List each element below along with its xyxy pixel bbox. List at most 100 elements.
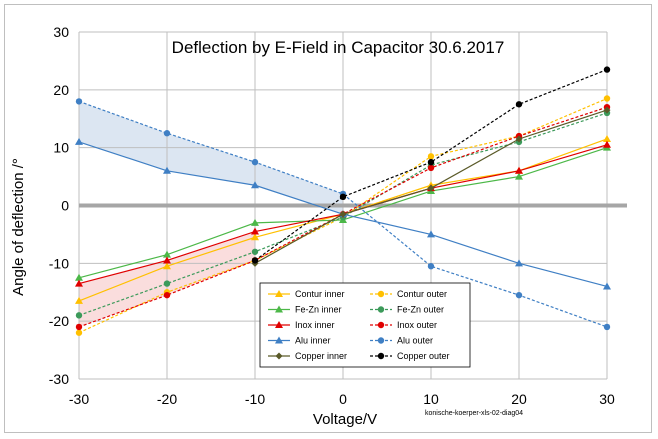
x-tick-label: -20 <box>157 391 177 407</box>
data-point-fe-zn-inner <box>75 273 83 281</box>
data-point-copper-outer <box>515 101 523 108</box>
legend-label: Contur outer <box>397 289 447 299</box>
y-tick-label: -30 <box>49 371 69 387</box>
legend-item-fe-zn-outer: Fe-Zn outer <box>370 305 444 315</box>
legend-swatch-marker <box>377 352 385 360</box>
y-tick-label: -10 <box>49 255 69 271</box>
data-point-alu-inner <box>251 181 259 189</box>
chart-title: Deflection by E-Field in Capacitor 30.6.… <box>172 38 505 57</box>
data-point-alu-outer <box>163 130 171 137</box>
series-copper-outer <box>251 66 611 264</box>
data-point-alu-outer <box>251 158 259 166</box>
deflection-chart: -30 -20 -10 0 10 20 30 30 20 10 0 -10 -20 -30 Deflect… <box>10 24 627 428</box>
data-point-copper-inner <box>515 135 523 143</box>
data-point-contur-inner <box>75 296 83 304</box>
legend-label: Contur inner <box>295 289 345 299</box>
legend-item-contur-outer: Contur outer <box>370 289 447 299</box>
data-point-inox-inner <box>75 279 83 287</box>
data-point-contur-outer <box>75 329 83 336</box>
legend-item-fe-zn-inner: Fe-Zn inner <box>268 305 342 315</box>
legend-item-copper-inner: Copper inner <box>268 351 347 361</box>
legend-swatch-marker <box>377 290 385 298</box>
legend-item-alu-outer: Alu outer <box>370 336 433 346</box>
data-point-contur-outer <box>427 153 435 160</box>
x-tick-label: 30 <box>599 391 615 407</box>
series-line-copper-outer <box>254 69 608 261</box>
legend-item-inox-outer: Inox outer <box>370 320 437 330</box>
data-point-fe-zn-outer <box>75 312 83 319</box>
legend-swatch-marker <box>377 337 385 344</box>
x-tick-label: -10 <box>245 391 265 407</box>
x-tick-label: -30 <box>69 391 89 407</box>
data-point-copper-outer <box>427 158 435 166</box>
data-point-fe-zn-inner <box>251 218 259 226</box>
data-point-alu-outer <box>75 98 83 105</box>
data-point-copper-inner <box>427 184 435 192</box>
legend-label: Copper outer <box>397 351 450 361</box>
data-point-alu-inner <box>427 230 435 238</box>
data-point-alu-outer <box>515 291 523 299</box>
data-point-inox-inner <box>251 227 259 235</box>
data-point-alu-inner <box>515 259 523 267</box>
data-point-contur-inner <box>251 233 259 241</box>
data-point-inox-outer <box>163 291 171 299</box>
data-point-copper-inner <box>603 106 611 114</box>
x-axis-label: Voltage/V <box>313 411 377 428</box>
data-point-contur-outer <box>603 95 611 102</box>
legend-item-contur-inner: Contur inner <box>268 289 345 299</box>
legend-swatch-marker <box>275 352 283 360</box>
data-point-alu-outer <box>427 263 435 270</box>
legend-item-alu-inner: Alu inner <box>268 336 331 346</box>
legend-swatch-marker <box>275 305 283 313</box>
data-point-inox-inner <box>515 166 523 174</box>
x-tick-label: 10 <box>423 391 439 407</box>
y-tick-label: 30 <box>53 24 69 40</box>
legend-label: Inox outer <box>397 320 437 330</box>
legend-label: Inox inner <box>295 320 335 330</box>
shaded-region-alu-band <box>79 101 343 215</box>
data-point-fe-zn-inner <box>515 172 523 180</box>
data-point-contur-inner <box>163 262 171 270</box>
data-point-copper-inner <box>339 210 347 218</box>
legend-box <box>259 282 471 368</box>
legend-swatch-marker <box>377 321 385 329</box>
tick-labels: -30 -20 -10 0 10 20 30 30 20 10 0 -10 -20 -30 <box>49 24 615 407</box>
legend-label: Fe-Zn inner <box>295 305 342 315</box>
y-tick-label: 10 <box>53 140 69 156</box>
series-lines <box>75 66 611 336</box>
footnote: konische-koerper-xls-02-diag04 <box>425 410 523 417</box>
data-point-inox-outer <box>75 323 83 331</box>
data-point-fe-zn-outer <box>163 280 171 287</box>
chart-frame: -30 -20 -10 0 10 20 30 30 20 10 0 -10 -20 -30 Deflect… <box>4 4 652 433</box>
legend-swatch-marker <box>377 306 385 313</box>
legend: Contur inner Contur outer Fe-Zn inner Fe-Zn… <box>259 282 471 368</box>
data-point-inox-inner <box>603 140 611 148</box>
legend-label: Copper inner <box>295 351 347 361</box>
data-point-contur-inner <box>603 134 611 142</box>
data-point-alu-inner <box>603 282 611 290</box>
y-axis-label: Angle of deflection /° <box>10 158 27 296</box>
data-point-copper-outer <box>339 193 347 201</box>
legend-label: Alu inner <box>295 336 331 346</box>
legend-item-copper-outer: Copper outer <box>370 351 450 361</box>
legend-item-inox-inner: Inox inner <box>268 320 335 330</box>
legend-label: Fe-Zn outer <box>397 305 444 315</box>
data-point-copper-outer <box>251 257 259 264</box>
x-tick-label: 20 <box>511 391 527 407</box>
data-point-fe-zn-outer <box>251 248 259 255</box>
legend-swatch-marker <box>275 321 283 328</box>
x-tick-label: 0 <box>339 391 347 407</box>
data-point-alu-inner <box>163 166 171 174</box>
y-tick-label: 20 <box>53 82 69 98</box>
data-point-alu-outer <box>603 323 611 331</box>
data-point-alu-inner <box>75 137 83 145</box>
series-copper-inner <box>251 106 611 267</box>
legend-swatch-marker <box>275 336 283 344</box>
y-tick-label: 0 <box>61 198 69 214</box>
data-point-copper-outer <box>603 66 611 73</box>
data-point-fe-zn-inner <box>163 250 171 258</box>
data-point-inox-inner <box>163 256 171 264</box>
data-point-inox-outer <box>427 164 435 172</box>
legend-swatch-marker <box>275 290 283 297</box>
y-tick-label: -20 <box>49 313 69 329</box>
